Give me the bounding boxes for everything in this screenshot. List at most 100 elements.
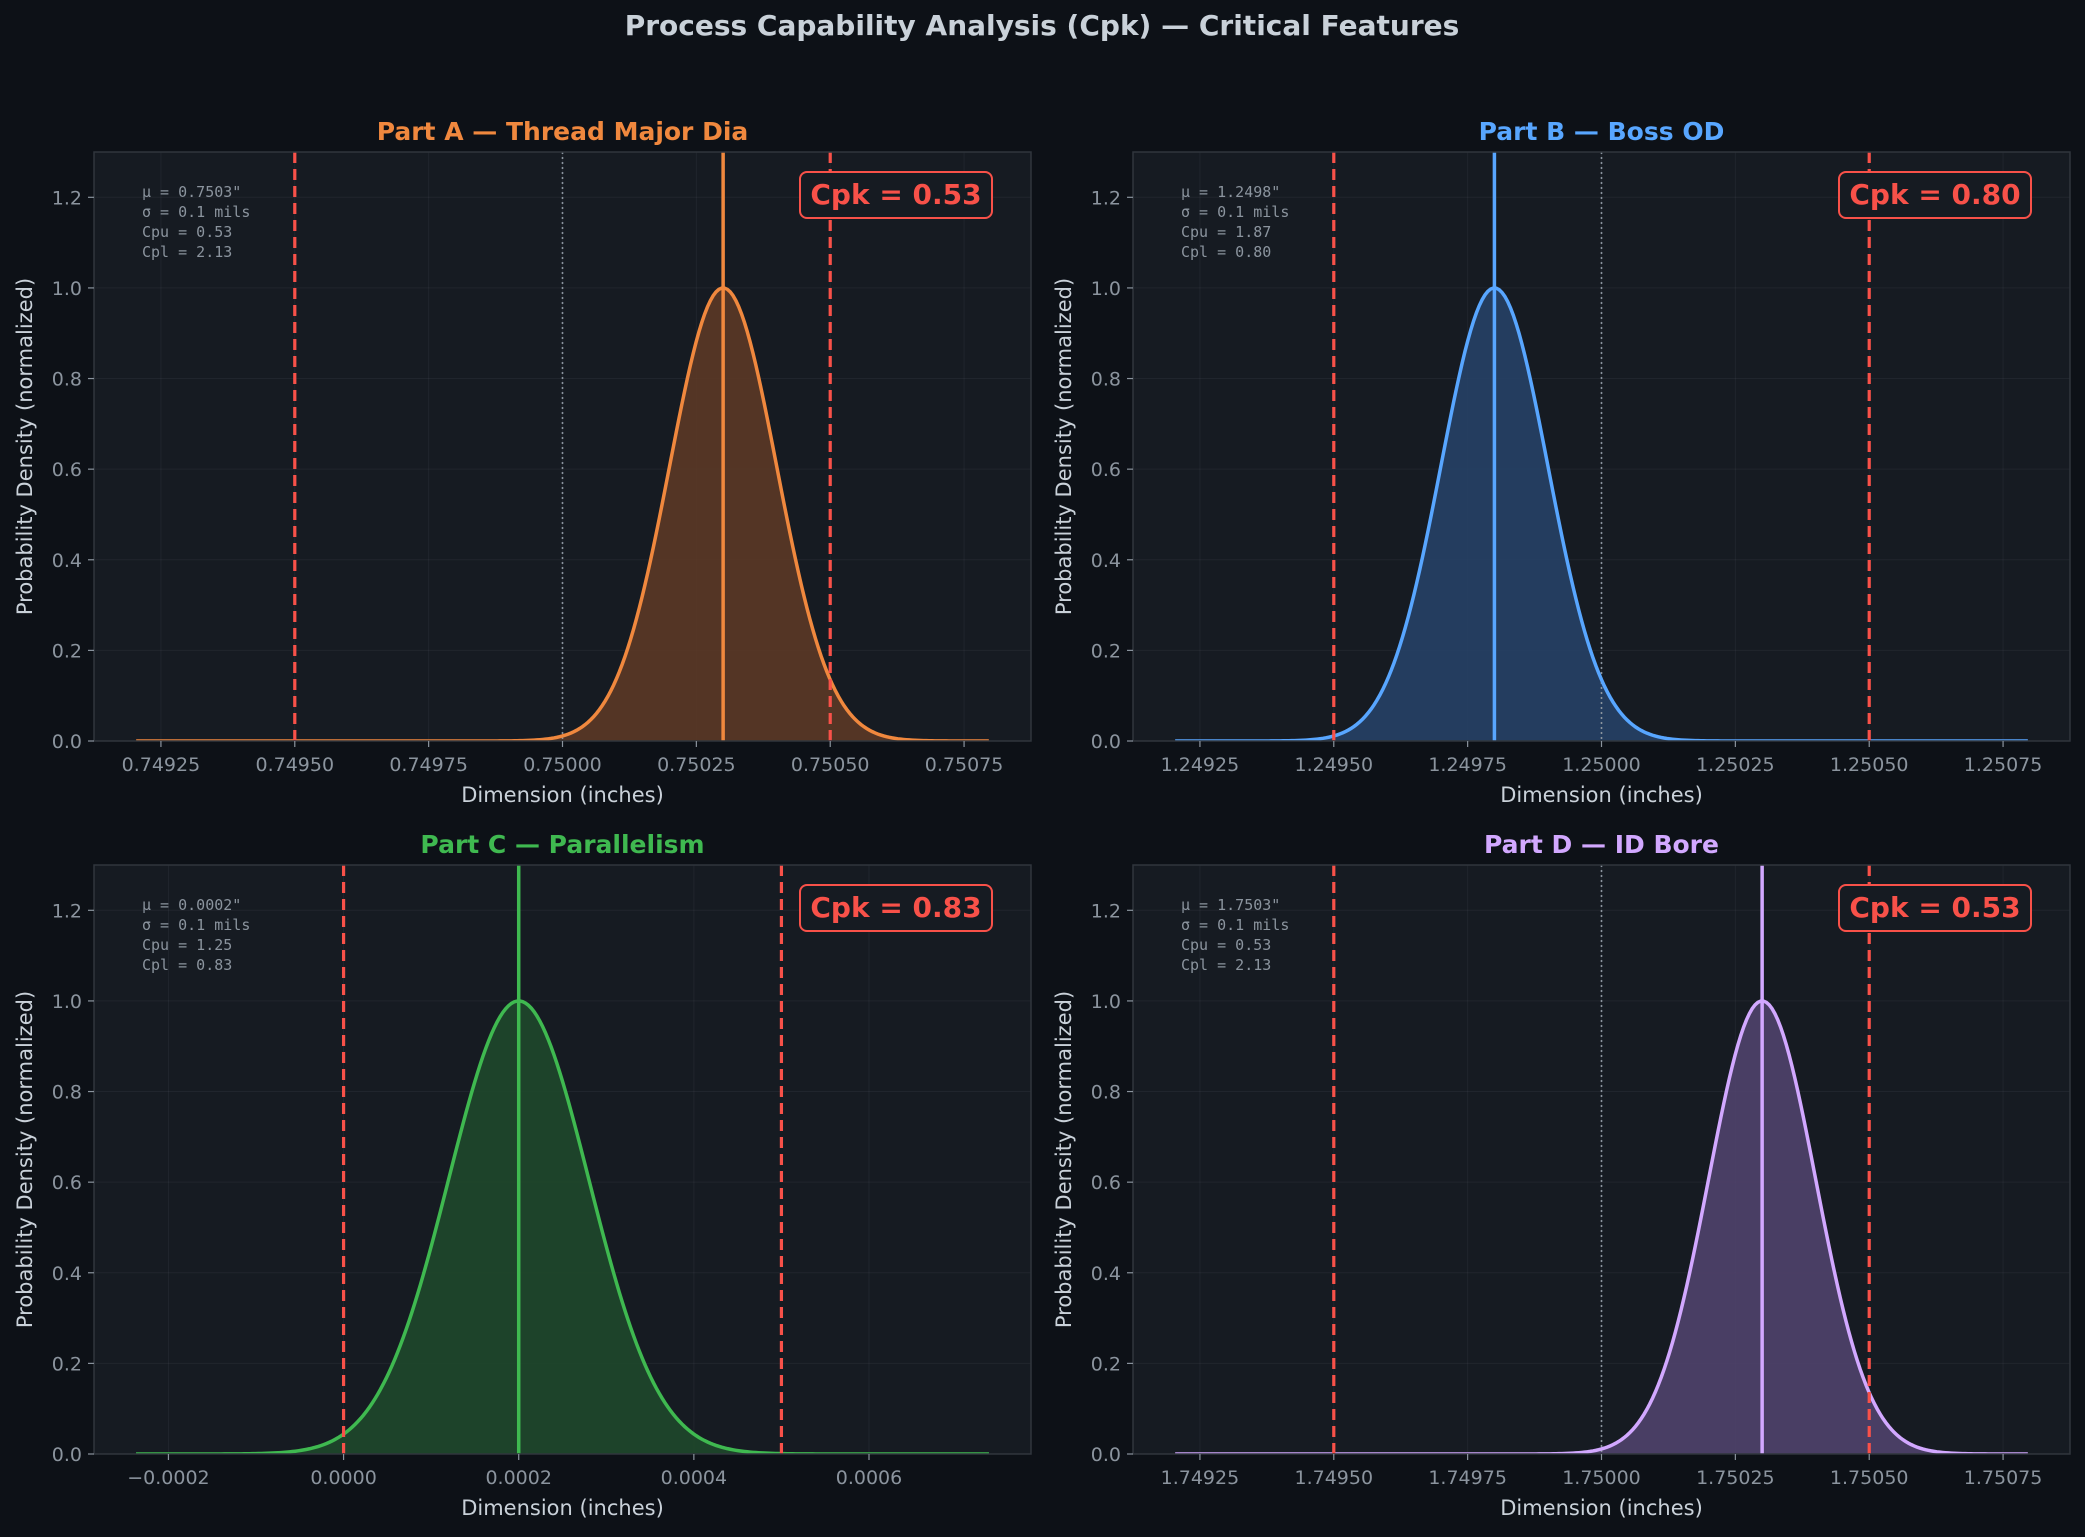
stats-line: σ = 0.1 mils bbox=[142, 203, 250, 221]
distribution-curve bbox=[1175, 286, 2028, 741]
stats-line: μ = 0.0002" bbox=[142, 896, 241, 914]
y-tick-label: 0.6 bbox=[52, 459, 82, 481]
y-tick-label: 0.0 bbox=[52, 731, 82, 753]
figure-title: Process Capability Analysis (Cpk) — Crit… bbox=[625, 9, 1460, 42]
y-tick-label: 0.6 bbox=[1091, 459, 1121, 481]
y-tick-label: 1.0 bbox=[52, 991, 82, 1013]
y-tick-label: 0.0 bbox=[52, 1444, 82, 1466]
x-tick-label: 1.24925 bbox=[1161, 754, 1240, 776]
x-tick-label: 0.75075 bbox=[925, 754, 1004, 776]
y-tick-label: 0.2 bbox=[1091, 640, 1121, 662]
distribution-curve bbox=[1175, 999, 2028, 1454]
panel-title: Part D — ID Bore bbox=[1484, 830, 1719, 859]
x-tick-label: 1.25025 bbox=[1696, 754, 1775, 776]
stats-line: σ = 0.1 mils bbox=[1181, 203, 1289, 221]
stats-line: Cpl = 2.13 bbox=[142, 243, 232, 261]
x-tick-label: 1.25000 bbox=[1562, 754, 1641, 776]
cpk-badge bbox=[1838, 171, 2032, 219]
plot-content bbox=[136, 152, 989, 741]
panel-title: Part B — Boss OD bbox=[1479, 117, 1725, 146]
x-tick-label: 1.74975 bbox=[1428, 1467, 1507, 1489]
x-tick-label: 0.0002 bbox=[485, 1467, 551, 1489]
x-axis-label: Dimension (inches) bbox=[1500, 1496, 1703, 1520]
x-tick-label: 1.24975 bbox=[1428, 754, 1507, 776]
chart-panel-0: 0.74925 0.74950 0.74975 0.75000 0.75025 0.750… bbox=[13, 117, 1032, 807]
axes-frame bbox=[93, 864, 1032, 1455]
panel-title: Part A — Thread Major Dia bbox=[377, 117, 749, 146]
y-axis-label: Probability Density (normalized) bbox=[1052, 278, 1076, 615]
y-tick-label: 0.2 bbox=[52, 640, 82, 662]
y-tick-label: 1.0 bbox=[1091, 278, 1121, 300]
chart-panel-1: 1.24925 1.24950 1.24975 1.25000 1.25025 1.250… bbox=[1052, 117, 2071, 807]
y-tick-label: 0.4 bbox=[1091, 550, 1121, 572]
x-tick-label: 0.75050 bbox=[791, 754, 870, 776]
y-tick-label: 0.8 bbox=[1091, 1082, 1121, 1104]
x-axis-label: Dimension (inches) bbox=[461, 1496, 664, 1520]
y-axis-label: Probability Density (normalized) bbox=[1052, 991, 1076, 1328]
distribution-fill bbox=[136, 1000, 989, 1454]
stats-line: μ = 1.7503" bbox=[1181, 896, 1280, 914]
cpk-label: Cpk = 0.53 bbox=[1849, 891, 2020, 924]
chart-panel-3: 1.74925 1.74950 1.74975 1.75000 1.75025 1.750… bbox=[1052, 830, 2071, 1520]
stats-line: Cpu = 1.25 bbox=[142, 936, 232, 954]
y-tick-label: 0.4 bbox=[52, 550, 82, 572]
y-tick-label: 1.0 bbox=[52, 278, 82, 300]
distribution-fill bbox=[136, 288, 989, 741]
x-tick-label: 1.75050 bbox=[1830, 1467, 1909, 1489]
x-tick-label: 1.75025 bbox=[1696, 1467, 1775, 1489]
stats-line: Cpl = 0.80 bbox=[1181, 243, 1271, 261]
y-tick-label: 1.0 bbox=[1091, 991, 1121, 1013]
x-tick-label: 1.25050 bbox=[1830, 754, 1909, 776]
chart-panel-2: −0.0002 0.0000 0.0002 0.0004 0.0006 0.0 0.2 0.4… bbox=[13, 830, 1032, 1520]
y-tick-label: 0.8 bbox=[52, 1082, 82, 1104]
x-tick-label: 0.0004 bbox=[661, 1467, 727, 1489]
cpk-label: Cpk = 0.80 bbox=[1849, 178, 2020, 211]
stats-line: Cpu = 0.53 bbox=[142, 223, 232, 241]
plot-content bbox=[1175, 865, 2028, 1454]
x-tick-label: −0.0002 bbox=[127, 1467, 209, 1489]
x-tick-label: 1.74925 bbox=[1161, 1467, 1240, 1489]
y-tick-label: 1.2 bbox=[52, 900, 82, 922]
stats-line: σ = 0.1 mils bbox=[142, 916, 250, 934]
x-tick-label: 0.74925 bbox=[122, 754, 201, 776]
cpk-label: Cpk = 0.83 bbox=[810, 891, 981, 924]
x-tick-label: 1.75000 bbox=[1562, 1467, 1641, 1489]
x-tick-label: 1.74950 bbox=[1294, 1467, 1373, 1489]
y-tick-label: 0.8 bbox=[1091, 369, 1121, 391]
y-tick-label: 1.2 bbox=[52, 187, 82, 209]
x-tick-label: 0.75025 bbox=[657, 754, 736, 776]
stats-line: Cpl = 0.83 bbox=[142, 956, 232, 974]
x-tick-label: 0.0006 bbox=[836, 1467, 902, 1489]
stats-line: μ = 0.7503" bbox=[142, 183, 241, 201]
x-tick-label: 1.75075 bbox=[1964, 1467, 2043, 1489]
x-tick-label: 0.75000 bbox=[523, 754, 602, 776]
y-tick-label: 0.2 bbox=[1091, 1353, 1121, 1375]
x-axis-label: Dimension (inches) bbox=[1500, 783, 1703, 807]
distribution-fill bbox=[1175, 1001, 2028, 1454]
y-tick-label: 0.6 bbox=[1091, 1172, 1121, 1194]
stats-line: Cpu = 1.87 bbox=[1181, 223, 1271, 241]
x-tick-label: 1.25075 bbox=[1964, 754, 2043, 776]
y-tick-label: 1.2 bbox=[1091, 900, 1121, 922]
x-tick-label: 0.74975 bbox=[389, 754, 468, 776]
distribution-curve bbox=[136, 286, 989, 741]
y-tick-label: 0.0 bbox=[1091, 731, 1121, 753]
y-axis-label: Probability Density (normalized) bbox=[13, 991, 37, 1328]
stats-line: Cpu = 0.53 bbox=[1181, 936, 1271, 954]
y-tick-label: 0.6 bbox=[52, 1172, 82, 1194]
stats-line: μ = 1.2498" bbox=[1181, 183, 1280, 201]
x-axis-label: Dimension (inches) bbox=[461, 783, 664, 807]
y-tick-label: 0.8 bbox=[52, 369, 82, 391]
x-tick-label: 1.24950 bbox=[1294, 754, 1373, 776]
y-tick-label: 0.4 bbox=[52, 1263, 82, 1285]
plot-content bbox=[1175, 152, 2028, 741]
x-tick-label: 0.0000 bbox=[310, 1467, 376, 1489]
panels: 0.74925 0.74950 0.74975 0.75000 0.75025 0.750… bbox=[13, 117, 2071, 1520]
y-tick-label: 1.2 bbox=[1091, 187, 1121, 209]
cpk-badge bbox=[1838, 884, 2032, 932]
cpk-badge bbox=[799, 171, 993, 219]
cpk-label: Cpk = 0.53 bbox=[810, 178, 981, 211]
y-tick-label: 0.4 bbox=[1091, 1263, 1121, 1285]
y-tick-label: 0.2 bbox=[52, 1353, 82, 1375]
